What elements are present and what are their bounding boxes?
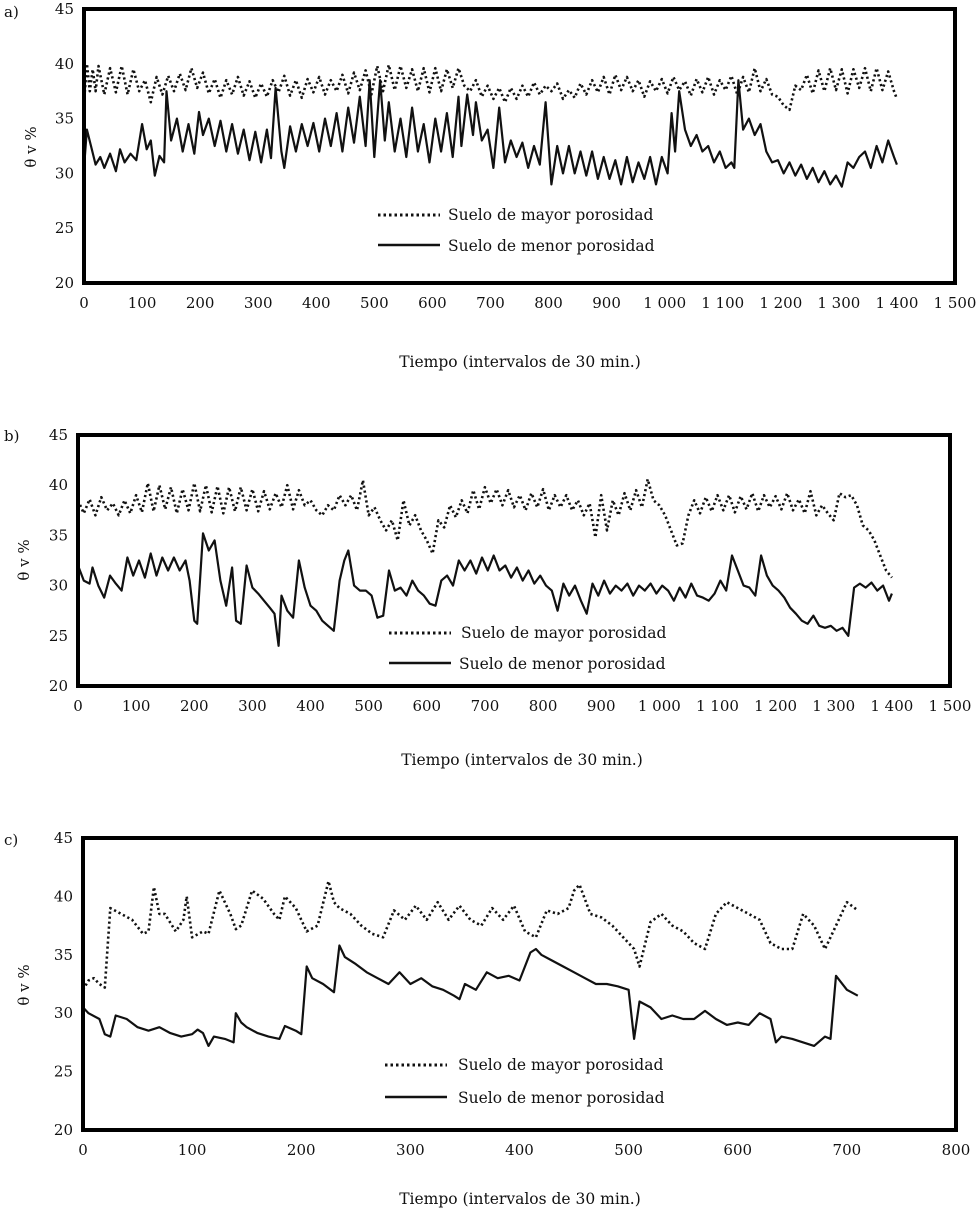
x-tick-label-b: 600 bbox=[412, 697, 441, 715]
x-tick-label-a: 300 bbox=[244, 294, 273, 312]
x-tick-label-b: 1 100 bbox=[696, 697, 739, 715]
x-tick-label-c: 800 bbox=[942, 1141, 971, 1159]
x-axis-label-c: Tiempo (intervalos de 30 min.) bbox=[399, 1190, 641, 1208]
x-tick-label-b: 700 bbox=[471, 697, 500, 715]
series-line-menor-porosidad-a bbox=[82, 79, 898, 188]
plot-frame-a bbox=[82, 7, 957, 285]
x-tick-label-a: 0 bbox=[79, 294, 89, 312]
legend-c: Suelo de mayor porosidad Suelo de menor … bbox=[385, 1056, 665, 1107]
y-tick-label-a: 40 bbox=[55, 55, 74, 73]
x-tick-label-c: 100 bbox=[178, 1141, 207, 1159]
x-tick-label-a: 400 bbox=[302, 294, 331, 312]
legend-label-mayor-b: Suelo de mayor porosidad bbox=[461, 624, 666, 642]
plot-frame-b bbox=[76, 433, 952, 688]
x-tick-label-a: 1 000 bbox=[643, 294, 686, 312]
y-tick-label-c: 25 bbox=[54, 1063, 73, 1081]
y-tick-label-b: 35 bbox=[49, 526, 68, 544]
y-tick-label-b: 20 bbox=[49, 677, 68, 695]
y-tick-label-b: 40 bbox=[49, 476, 68, 494]
x-tick-label-c: 700 bbox=[833, 1141, 862, 1159]
x-tick-label-b: 1 400 bbox=[870, 697, 913, 715]
panel-label-b: b) bbox=[4, 427, 19, 445]
x-tick-label-a: 100 bbox=[128, 294, 157, 312]
series-line-menor-porosidad-b bbox=[76, 532, 893, 647]
y-tick-label-a: 45 bbox=[55, 0, 74, 18]
plot-frame-c bbox=[81, 836, 958, 1132]
chart-panel-c: c) θ v % Tiempo (intervalos de 30 min.) … bbox=[4, 829, 970, 1208]
x-tick-label-c: 500 bbox=[614, 1141, 643, 1159]
y-tick-label-c: 20 bbox=[54, 1121, 73, 1139]
x-tick-label-b: 300 bbox=[238, 697, 267, 715]
y-tick-label-c: 40 bbox=[54, 887, 73, 905]
panel-label-c: c) bbox=[4, 831, 18, 849]
x-tick-label-a: 1 500 bbox=[934, 294, 977, 312]
x-tick-label-a: 800 bbox=[534, 294, 563, 312]
x-tick-label-b: 900 bbox=[587, 697, 616, 715]
series-b bbox=[76, 477, 893, 647]
x-axis-label-a: Tiempo (intervalos de 30 min.) bbox=[399, 353, 641, 371]
y-tick-label-c: 35 bbox=[54, 946, 73, 964]
x-tick-label-a: 200 bbox=[186, 294, 215, 312]
y-tick-label-c: 30 bbox=[54, 1004, 73, 1022]
y-tick-label-a: 30 bbox=[55, 164, 74, 182]
x-axis-label-b: Tiempo (intervalos de 30 min.) bbox=[401, 751, 643, 769]
series-line-mayor-porosidad-c bbox=[81, 879, 859, 991]
panel-label-a: a) bbox=[4, 3, 19, 21]
tick-labels-c: 20 25 30 35 40 45 0 100 200 300 400 500 600 700 800 bbox=[54, 829, 970, 1159]
y-tick-label-a: 20 bbox=[55, 274, 74, 292]
x-tick-label-c: 200 bbox=[287, 1141, 316, 1159]
series-a bbox=[82, 62, 899, 188]
y-tick-label-c: 45 bbox=[54, 829, 73, 847]
x-tick-label-b: 500 bbox=[354, 697, 383, 715]
x-tick-label-b: 200 bbox=[180, 697, 209, 715]
y-axis-label-c: θ v % bbox=[15, 964, 33, 1005]
legend-label-mayor-a: Suelo de mayor porosidad bbox=[448, 206, 653, 224]
x-tick-label-b: 0 bbox=[73, 697, 83, 715]
x-tick-label-b: 1 300 bbox=[812, 697, 855, 715]
x-tick-label-b: 400 bbox=[296, 697, 325, 715]
x-tick-label-c: 0 bbox=[78, 1141, 88, 1159]
y-tick-label-a: 35 bbox=[55, 110, 74, 128]
x-tick-label-a: 700 bbox=[476, 294, 505, 312]
y-tick-label-b: 30 bbox=[49, 577, 68, 595]
x-tick-label-a: 500 bbox=[360, 294, 389, 312]
chart-panel-b: b) θ v % Tiempo (intervalos de 30 min.) … bbox=[4, 426, 971, 769]
x-tick-label-a: 1 200 bbox=[759, 294, 802, 312]
x-tick-label-b: 1 200 bbox=[754, 697, 797, 715]
y-tick-label-b: 25 bbox=[49, 627, 68, 645]
y-tick-label-a: 25 bbox=[55, 219, 74, 237]
tick-labels-a: 20 25 30 35 40 45 0 100 200 300 400 500 600 700 800 900… bbox=[55, 0, 977, 312]
y-axis-label-b: θ v % bbox=[15, 539, 33, 580]
y-axis-label-a: θ v % bbox=[22, 126, 40, 167]
legend-label-menor-b: Suelo de menor porosidad bbox=[459, 655, 666, 673]
series-line-menor-porosidad-c bbox=[82, 944, 859, 1048]
series-line-mayor-porosidad-b bbox=[76, 477, 893, 579]
x-tick-label-a: 1 300 bbox=[817, 294, 860, 312]
series-line-mayor-porosidad-a bbox=[82, 62, 899, 112]
x-tick-label-b: 1 500 bbox=[929, 697, 972, 715]
series-c bbox=[81, 879, 859, 1048]
x-tick-label-c: 600 bbox=[723, 1141, 752, 1159]
legend-b: Suelo de mayor porosidad Suelo de menor … bbox=[389, 624, 666, 673]
legend-label-menor-c: Suelo de menor porosidad bbox=[458, 1089, 665, 1107]
legend-label-menor-a: Suelo de menor porosidad bbox=[448, 237, 655, 255]
x-tick-label-b: 100 bbox=[122, 697, 151, 715]
legend-label-mayor-c: Suelo de mayor porosidad bbox=[458, 1056, 663, 1074]
x-tick-label-c: 300 bbox=[396, 1141, 425, 1159]
chart-panel-a: a) θ v % Tiempo (intervalos de 30 min.) … bbox=[4, 0, 976, 371]
x-tick-label-a: 1 400 bbox=[875, 294, 918, 312]
tick-labels-b: 20 25 30 35 40 45 0 100 200 300 400 500 600 700 800 900… bbox=[49, 426, 972, 715]
x-tick-label-b: 800 bbox=[529, 697, 558, 715]
x-tick-label-b: 1 000 bbox=[638, 697, 681, 715]
x-tick-label-c: 400 bbox=[505, 1141, 534, 1159]
x-tick-label-a: 900 bbox=[592, 294, 621, 312]
x-tick-label-a: 1 100 bbox=[701, 294, 744, 312]
y-tick-label-b: 45 bbox=[49, 426, 68, 444]
legend-a: Suelo de mayor porosidad Suelo de menor … bbox=[378, 206, 655, 255]
x-tick-label-a: 600 bbox=[418, 294, 447, 312]
